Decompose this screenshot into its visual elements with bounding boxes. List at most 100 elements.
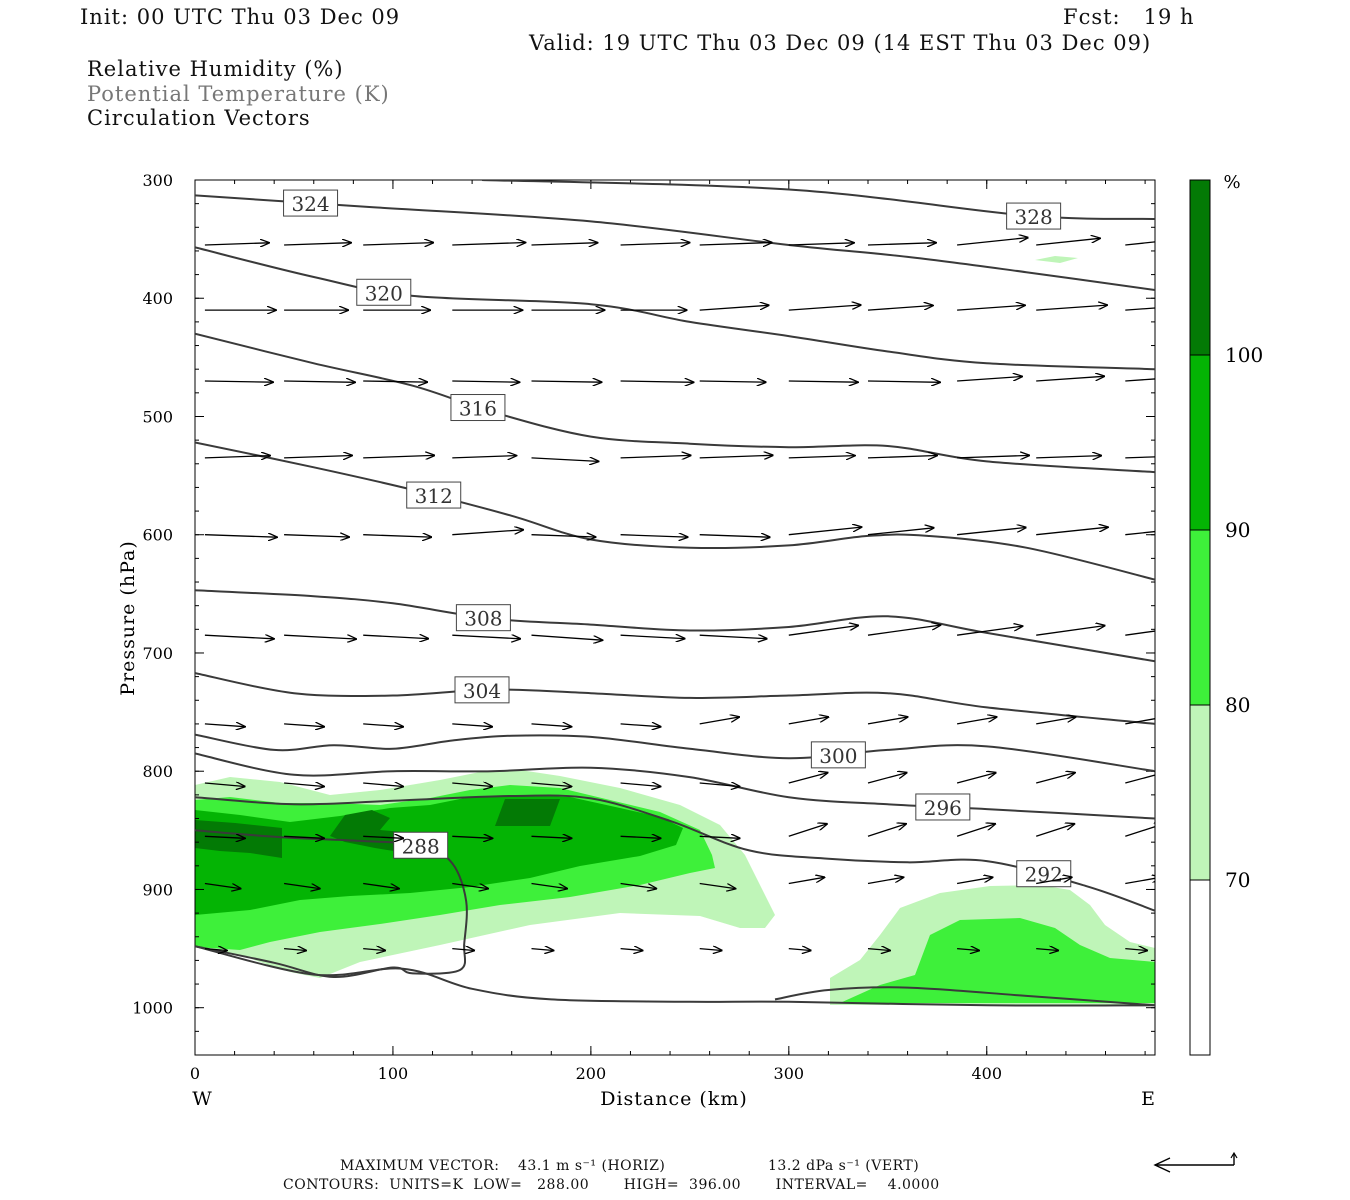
circulation-vector [204, 635, 274, 639]
circulation-vector [452, 243, 525, 246]
x-tick-label: 0 [190, 1064, 200, 1083]
circulation-vector [620, 455, 691, 458]
rh-70-region-top [1035, 256, 1078, 263]
y-tick-label: 900 [142, 880, 173, 899]
circulation-vector [867, 528, 934, 536]
y-tick-label: 600 [142, 526, 173, 545]
circulation-vector [620, 836, 661, 838]
circulation-vector [867, 381, 940, 382]
colorbar-unit: % [1223, 172, 1240, 193]
forecast-hour: Fcst: 19 h [1063, 5, 1195, 29]
circulation-vector [452, 456, 516, 458]
circulation-vector [867, 773, 907, 784]
circulation-vector [699, 882, 736, 889]
circulation-vector [957, 455, 1029, 458]
y-tick-label: 400 [142, 289, 173, 308]
colorbar: % 70 80 90 100 [1189, 172, 1263, 1056]
contour-label-324: 324 [283, 189, 339, 217]
circulation-vector [531, 634, 603, 640]
contour-label-304: 304 [454, 676, 510, 704]
circulation-vector [1036, 456, 1101, 458]
theta-contour-300 [195, 733, 1155, 773]
circulation-vector [452, 949, 474, 951]
field-theta-label: Potential Temperature (K) [87, 82, 390, 106]
circulation-vector [204, 949, 227, 951]
circulation-vector [204, 535, 277, 538]
contour-info: CONTOURS: UNITS=K LOW= 288.00 HIGH= 396.… [283, 1177, 940, 1193]
circulation-vector [531, 949, 554, 951]
plot-frame [194, 179, 1156, 1056]
colorbar-segment [1189, 879, 1211, 1056]
x-tick-label: 100 [378, 1064, 409, 1083]
circulation-vector [956, 773, 996, 784]
east-label: E [1141, 1088, 1155, 1110]
circulation-vector [620, 243, 690, 245]
circulation-vector [284, 635, 356, 639]
circulation-vector [531, 381, 602, 382]
circulation-vector [363, 455, 434, 458]
circulation-vector [699, 243, 772, 246]
max-vector-vertical: 13.2 dPa s⁻¹ (VERT) [768, 1158, 920, 1174]
x-tick-label: 200 [576, 1064, 607, 1083]
circulation-vector [1036, 717, 1075, 725]
circulation-vector [1125, 630, 1155, 636]
circulation-vector [363, 635, 428, 638]
circulation-vector [284, 456, 352, 458]
circulation-vector [284, 783, 324, 787]
rh-100-region-east [495, 799, 560, 826]
circulation-vector [1036, 376, 1104, 382]
circulation-vector [531, 882, 568, 889]
circulation-vector [452, 783, 492, 787]
max-vector-horizontal: 43.1 m s⁻¹ (HORIZ) [518, 1158, 666, 1174]
contour-label-text: 292 [1025, 863, 1063, 887]
circulation-vector [531, 535, 596, 537]
circulation-vector [957, 377, 1022, 382]
circulation-vector [284, 724, 324, 727]
colorbar-level-label: 80 [1225, 693, 1250, 717]
contour-label-300: 300 [810, 741, 866, 769]
circulation-vector [363, 949, 385, 951]
circulation-vector [957, 949, 979, 951]
axes: 300 400 500 600 700 800 900 1000 0 100 200 300 400 [132, 171, 1155, 1083]
colorbar-segment [1189, 529, 1211, 706]
circulation-vector [699, 783, 740, 787]
circulation-vector [699, 381, 766, 382]
circulation-vector [363, 882, 399, 889]
circulation-vector [788, 527, 862, 536]
field-rh-label: Relative Humidity (%) [87, 57, 344, 81]
contour-label-288: 288 [393, 831, 449, 859]
circulation-vector [867, 877, 903, 885]
circulation-vector [452, 530, 523, 536]
contour-label-text: 308 [464, 607, 502, 631]
circulation-vector [1036, 626, 1104, 636]
circulation-vector [956, 877, 992, 885]
circulation-vector [1035, 824, 1074, 837]
y-tick-label: 1000 [132, 999, 173, 1018]
colorbar-segment [1189, 354, 1211, 531]
contour-label-328: 328 [1006, 202, 1062, 230]
circulation-vector [452, 635, 520, 639]
theta-contour-unlabeled [774, 986, 1155, 1007]
circulation-vector [699, 535, 770, 538]
circulation-vector [363, 243, 433, 245]
circulation-vector [1036, 305, 1107, 311]
circulation-vector [1125, 530, 1155, 536]
circulation-vector [788, 456, 855, 458]
contour-label-308: 308 [455, 604, 511, 632]
reference-vector [1153, 1151, 1238, 1173]
circulation-vectors [204, 238, 1155, 951]
circulation-vector [531, 836, 572, 838]
circulation-vector [1036, 527, 1108, 536]
circulation-vector [620, 535, 688, 537]
circulation-vector [867, 824, 906, 837]
circulation-vector [957, 626, 1022, 636]
circulation-vector [531, 783, 572, 787]
theta-contours [195, 180, 1155, 1007]
circulation-vector [957, 528, 1026, 536]
circulation-vector [620, 783, 661, 787]
circulation-vector [957, 238, 1028, 246]
circulation-vector [956, 717, 996, 725]
circulation-vector [699, 635, 767, 639]
circulation-vector [284, 535, 349, 537]
y-tick-label: 700 [142, 644, 173, 663]
